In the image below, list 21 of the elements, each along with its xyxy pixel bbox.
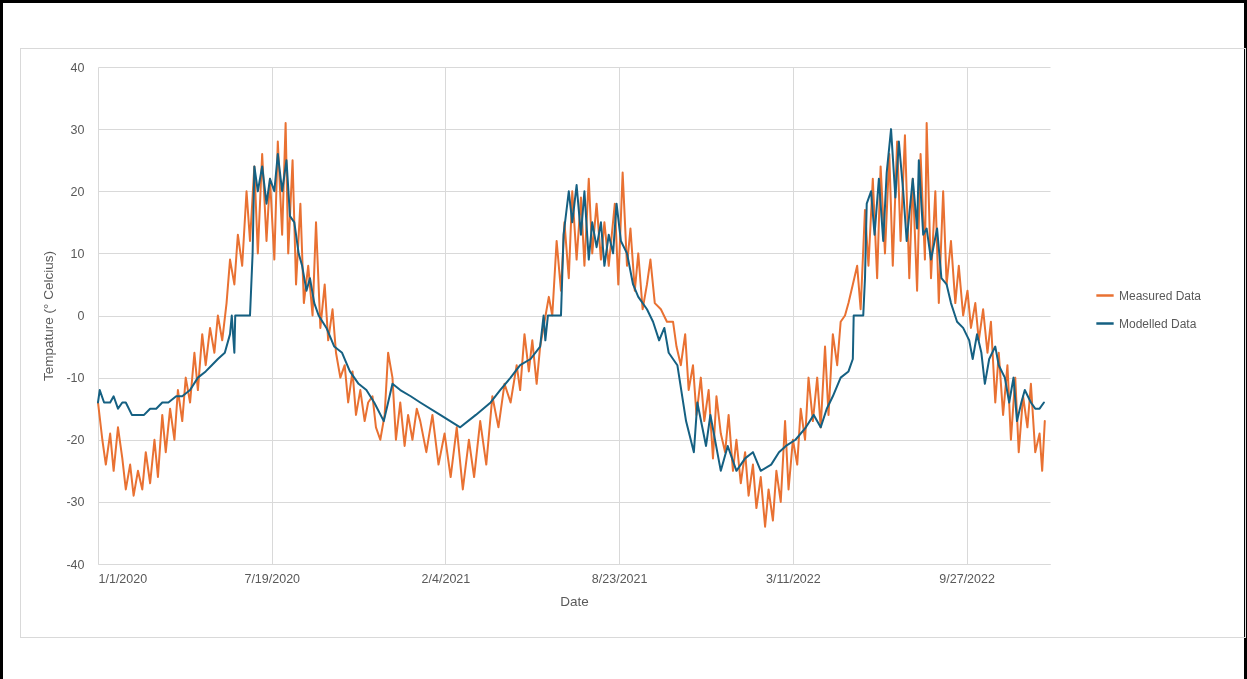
line-series xyxy=(97,128,1045,472)
line-series xyxy=(97,121,1046,528)
x-axis-title: Date xyxy=(560,594,589,609)
legend-label: Measured Data xyxy=(1119,288,1202,303)
y-tick-label: -10 xyxy=(66,371,85,386)
y-tick-label: -40 xyxy=(66,557,85,572)
x-tick-label: 2/4/2021 xyxy=(421,571,471,586)
legend-label: Modelled Data xyxy=(1119,316,1197,331)
y-axis-title: Tempature (° Celcius) xyxy=(41,251,57,381)
x-tick-label: 8/23/2021 xyxy=(591,571,648,586)
y-tick-label: -20 xyxy=(66,433,85,448)
x-tick-label: 7/19/2020 xyxy=(244,571,301,586)
y-tick-label: 40 xyxy=(70,60,85,75)
y-tick-label: 20 xyxy=(70,184,85,199)
y-tick-label: 10 xyxy=(70,246,85,261)
x-tick-label: 1/1/2020 xyxy=(98,571,148,586)
y-tick-label: 0 xyxy=(77,309,85,323)
x-tick-label: 9/27/2022 xyxy=(939,571,995,586)
y-tick-label: 30 xyxy=(70,122,85,137)
y-tick-label: -30 xyxy=(66,495,85,510)
x-tick-label: 3/11/2022 xyxy=(766,571,821,586)
